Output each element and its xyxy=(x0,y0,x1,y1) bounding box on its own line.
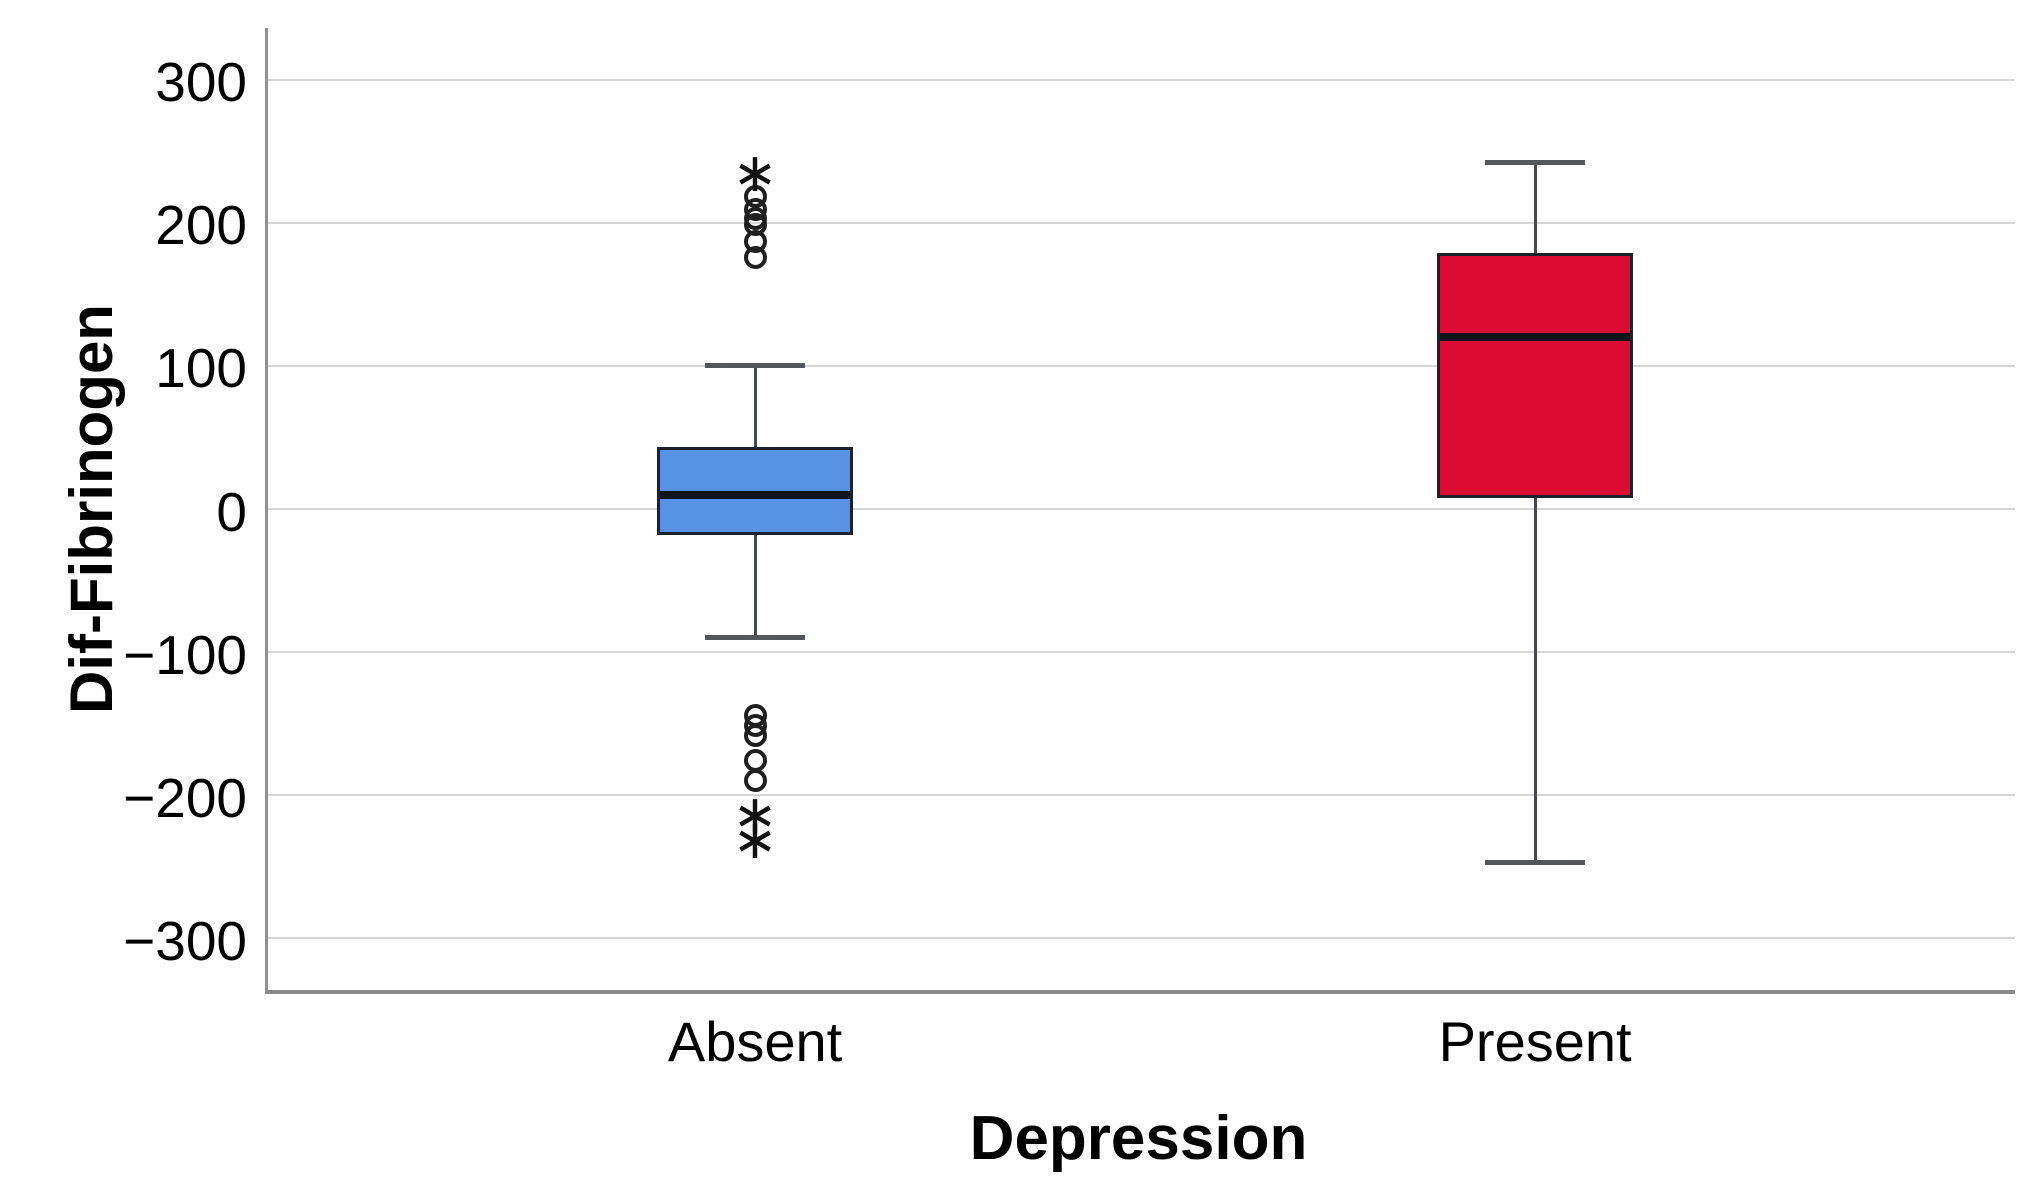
x-tick-label-absent: Absent xyxy=(667,1010,843,1073)
median-line xyxy=(1440,333,1631,342)
y-tick-label: −100 xyxy=(123,623,247,686)
upper-whisker-stem xyxy=(1533,162,1537,253)
gridline-y--300 xyxy=(268,937,2015,940)
upper-whisker-cap xyxy=(1485,160,1586,166)
outlier-asterisk: ∗ xyxy=(732,785,778,846)
y-tick-label: 100 xyxy=(155,337,247,400)
iqr-box xyxy=(1437,252,1634,498)
gridline-y--200 xyxy=(268,794,2015,797)
lower-whisker-cap xyxy=(705,635,806,641)
lower-whisker-cap xyxy=(1485,860,1586,866)
y-tick-label: 300 xyxy=(155,51,247,114)
median-line xyxy=(660,490,851,499)
x-axis-title: Depression xyxy=(969,1104,1308,1173)
gridline-y-0 xyxy=(268,508,2015,510)
plot-area xyxy=(265,28,2015,994)
lower-whisker-stem xyxy=(753,534,757,638)
outlier-asterisk: ∗ xyxy=(732,142,778,203)
y-tick-label: −300 xyxy=(123,909,247,972)
gridline-y-300 xyxy=(268,78,2015,81)
upper-whisker-cap xyxy=(705,363,806,369)
outlier-circle xyxy=(743,723,767,747)
y-tick-label: 0 xyxy=(216,480,247,543)
gridline-y-100 xyxy=(268,364,2015,367)
upper-whisker-stem xyxy=(753,365,757,448)
gridline-y--100 xyxy=(268,651,2015,654)
outlier-asterisk: ∗ xyxy=(732,809,778,870)
x-tick-label-present: Present xyxy=(1438,1010,1632,1073)
y-tick-label: −200 xyxy=(123,766,247,829)
gridline-y-200 xyxy=(268,221,2015,224)
lower-whisker-stem xyxy=(1533,497,1537,863)
y-tick-label: 200 xyxy=(155,194,247,257)
outlier-circle xyxy=(743,245,767,269)
outlier-circle xyxy=(743,769,767,793)
